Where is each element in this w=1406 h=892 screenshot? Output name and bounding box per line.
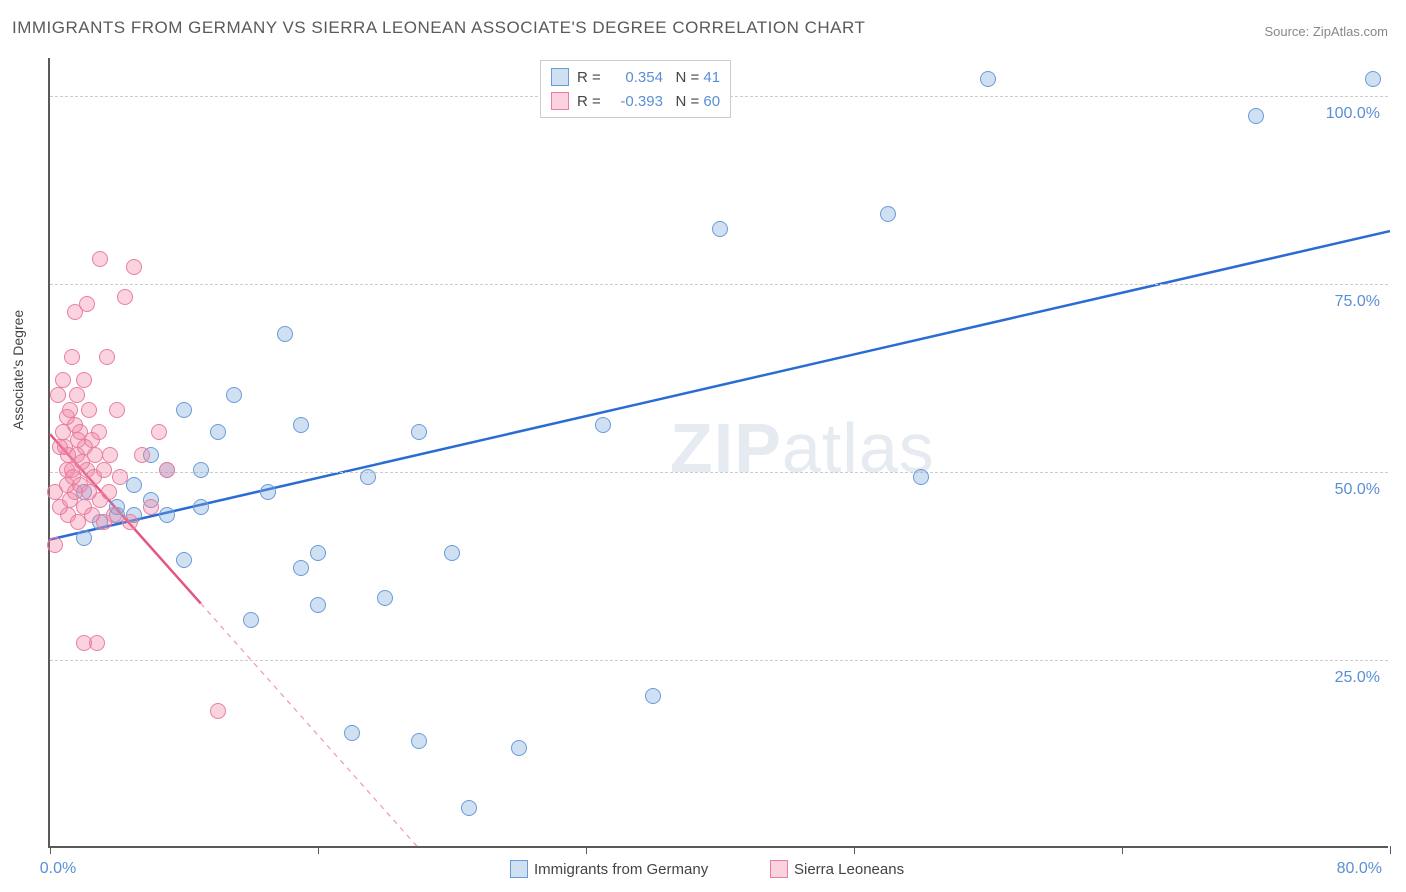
scatter-point [980,71,996,87]
legend-stats-text: R = -0.393 N = 60 [577,93,720,110]
scatter-point [277,326,293,342]
scatter-point [69,387,85,403]
scatter-point [411,733,427,749]
scatter-point [122,514,138,530]
scatter-point [1248,108,1264,124]
scatter-point [92,251,108,267]
scatter-point [134,447,150,463]
scatter-point [712,221,728,237]
legend-swatch [551,92,569,110]
scatter-point [102,447,118,463]
scatter-point [55,372,71,388]
scatter-point [112,469,128,485]
legend-series: Immigrants from Germany [510,860,708,878]
plot-area: ZIPatlas 25.0%50.0%75.0%100.0%0.0%80.0% … [48,58,1388,848]
legend-stats-text: R = 0.354 N = 41 [577,69,720,86]
x-tick [1390,846,1391,854]
legend-swatch [510,860,528,878]
scatter-point [1365,71,1381,87]
scatter-point [377,590,393,606]
y-tick-label: 25.0% [1335,669,1380,687]
chart-title: IMMIGRANTS FROM GERMANY VS SIERRA LEONEA… [12,18,865,38]
gridline [50,284,1388,285]
scatter-point [176,552,192,568]
scatter-point [176,402,192,418]
scatter-point [243,612,259,628]
scatter-point [210,703,226,719]
scatter-point [62,402,78,418]
scatter-point [159,462,175,478]
scatter-point [293,560,309,576]
scatter-point [293,417,309,433]
chart-svg [50,58,1388,846]
x-tick-label: 0.0% [40,860,76,878]
scatter-point [226,387,242,403]
scatter-point [99,349,115,365]
scatter-point [87,447,103,463]
x-tick [318,846,319,854]
scatter-point [96,462,112,478]
scatter-point [47,537,63,553]
scatter-point [360,469,376,485]
scatter-point [511,740,527,756]
x-tick [586,846,587,854]
x-tick [854,846,855,854]
x-tick-label: 80.0% [1337,860,1382,878]
legend-stats-row: R = 0.354 N = 41 [551,65,720,89]
legend-swatch [770,860,788,878]
scatter-point [913,469,929,485]
legend-stats: R = 0.354 N = 41 R = -0.393 N = 60 [540,60,731,118]
scatter-point [461,800,477,816]
scatter-point [645,688,661,704]
scatter-point [109,402,125,418]
x-tick [50,846,51,854]
scatter-point [50,387,66,403]
scatter-point [444,545,460,561]
gridline [50,660,1388,661]
scatter-point [106,507,122,523]
legend-stats-row: R = -0.393 N = 60 [551,89,720,113]
scatter-point [117,289,133,305]
scatter-point [126,477,142,493]
scatter-point [64,349,80,365]
scatter-point [79,296,95,312]
legend-series: Sierra Leoneans [770,860,904,878]
scatter-point [91,424,107,440]
y-tick-label: 100.0% [1326,105,1380,123]
scatter-point [151,424,167,440]
scatter-point [193,499,209,515]
scatter-point [260,484,276,500]
regression-line [50,231,1390,539]
scatter-point [81,402,97,418]
x-tick [1122,846,1123,854]
scatter-point [310,597,326,613]
scatter-point [143,499,159,515]
source-label: Source: ZipAtlas.com [1264,24,1388,39]
gridline [50,472,1388,473]
legend-series-label: Immigrants from Germany [534,861,708,878]
y-tick-label: 50.0% [1335,481,1380,499]
scatter-point [76,372,92,388]
scatter-point [126,259,142,275]
y-tick-label: 75.0% [1335,293,1380,311]
scatter-point [193,462,209,478]
scatter-point [101,484,117,500]
scatter-point [210,424,226,440]
legend-swatch [551,68,569,86]
scatter-point [89,635,105,651]
scatter-point [344,725,360,741]
legend-series-label: Sierra Leoneans [794,861,904,878]
scatter-point [76,530,92,546]
scatter-point [159,507,175,523]
y-axis-label: Associate's Degree [10,310,26,430]
scatter-point [595,417,611,433]
scatter-point [411,424,427,440]
regression-line-dashed [201,603,419,848]
scatter-point [880,206,896,222]
scatter-point [310,545,326,561]
